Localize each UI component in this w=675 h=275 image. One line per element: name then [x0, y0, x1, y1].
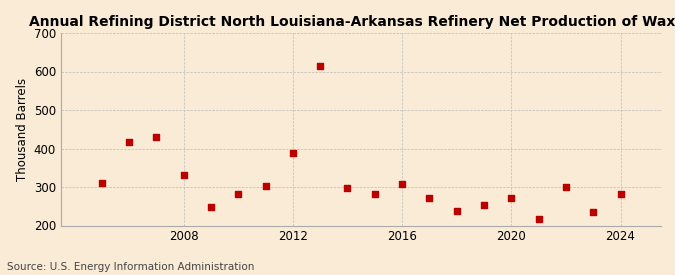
Point: [479, 203, 489, 207]
Point: [588, 210, 599, 214]
Y-axis label: Thousand Barrels: Thousand Barrels: [16, 78, 30, 181]
Point: [205, 205, 216, 209]
Point: [151, 135, 162, 139]
Point: [124, 139, 134, 144]
Point: [369, 191, 380, 196]
Point: [560, 185, 571, 189]
Point: [452, 209, 462, 213]
Text: Source: U.S. Energy Information Administration: Source: U.S. Energy Information Administ…: [7, 262, 254, 272]
Point: [615, 192, 626, 196]
Title: Annual Refining District North Louisiana-Arkansas Refinery Net Production of Wax: Annual Refining District North Louisiana…: [29, 15, 675, 29]
Point: [260, 184, 271, 188]
Point: [342, 186, 353, 190]
Point: [533, 216, 544, 221]
Point: [397, 182, 408, 186]
Point: [315, 64, 325, 68]
Point: [178, 173, 189, 178]
Point: [288, 151, 298, 155]
Point: [97, 181, 107, 185]
Point: [424, 196, 435, 200]
Point: [233, 192, 244, 196]
Point: [506, 196, 516, 200]
